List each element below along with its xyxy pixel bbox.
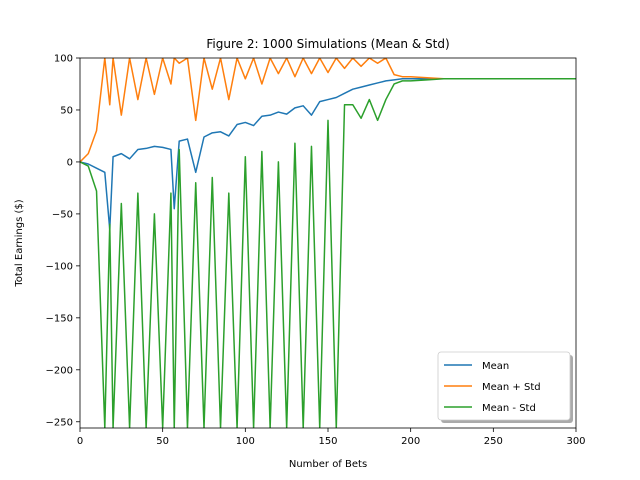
series-line-mean-std	[80, 58, 576, 163]
y-tick-label: −200	[46, 365, 73, 376]
y-tick-label: 0	[67, 157, 73, 168]
x-axis: 0 50 100 150 200 250 300	[77, 428, 586, 447]
x-tick-label: 250	[484, 436, 503, 447]
x-tick-label: 300	[566, 436, 585, 447]
y-tick-label: −150	[46, 313, 73, 324]
legend-label-mean-plus-std: Mean + Std	[482, 382, 541, 393]
y-axis: 100 50 0 −50 −100 −150 −200 −250	[46, 54, 80, 428]
x-tick-label: 200	[401, 436, 420, 447]
legend-box	[437, 351, 571, 421]
y-tick-label: −100	[46, 261, 73, 272]
chart-title: Figure 2: 1000 Simulations (Mean & Std)	[206, 37, 449, 51]
legend: Mean Mean + Std Mean - Std	[437, 351, 573, 423]
y-axis-label: Total Earnings ($)	[14, 199, 25, 287]
legend-label-mean-minus-std: Mean - Std	[482, 403, 536, 414]
series-line-mean	[80, 78, 576, 231]
y-tick-label: −50	[52, 209, 73, 220]
y-tick-label: 50	[60, 105, 73, 116]
x-tick-label: 100	[236, 436, 255, 447]
y-tick-label: −250	[46, 417, 73, 428]
series-line-mean-std	[80, 78, 576, 428]
series-layer	[80, 58, 576, 428]
x-tick-label: 0	[77, 436, 83, 447]
x-tick-label: 50	[156, 436, 169, 447]
y-tick-label: 100	[54, 54, 73, 65]
x-tick-label: 150	[318, 436, 337, 447]
legend-label-mean: Mean	[482, 361, 509, 372]
x-axis-label: Number of Bets	[289, 459, 367, 470]
